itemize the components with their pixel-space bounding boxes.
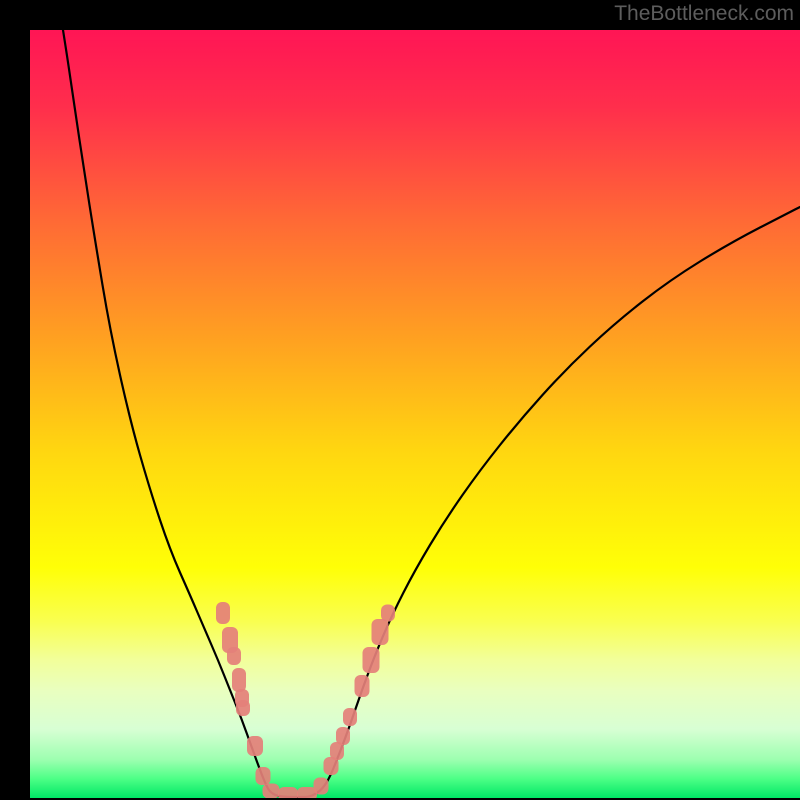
data-marker <box>236 700 250 716</box>
plot-svg <box>30 30 800 798</box>
data-marker <box>232 668 246 692</box>
data-marker <box>256 767 271 785</box>
data-marker <box>216 602 230 624</box>
data-marker <box>372 619 389 645</box>
data-marker <box>278 787 298 798</box>
gradient-background <box>30 30 800 798</box>
data-marker <box>363 647 380 673</box>
data-marker <box>247 736 263 756</box>
data-marker <box>381 605 395 622</box>
watermark-text: TheBottleneck.com <box>614 2 794 26</box>
data-marker <box>314 778 329 795</box>
data-marker <box>343 708 357 726</box>
chart-frame: TheBottleneck.com <box>0 0 800 800</box>
data-marker <box>336 727 350 745</box>
data-marker <box>355 675 370 697</box>
plot-area <box>30 30 800 798</box>
data-marker <box>263 784 280 799</box>
data-marker <box>227 647 241 665</box>
